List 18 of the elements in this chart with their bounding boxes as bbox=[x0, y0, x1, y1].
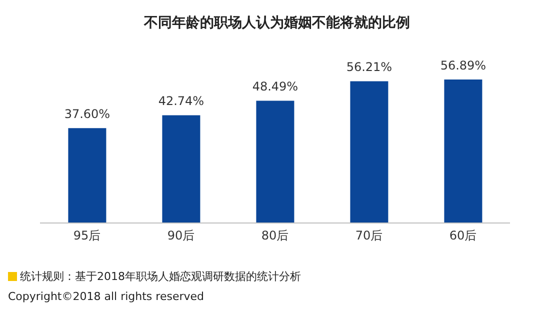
data-label: 56.89% bbox=[440, 58, 486, 73]
data-label: 37.60% bbox=[64, 107, 110, 122]
chart-title: 不同年龄的职场人认为婚姻不能将就的比例 bbox=[142, 14, 411, 33]
x-tick-label: 60后 bbox=[449, 228, 477, 243]
x-tick-label: 95后 bbox=[73, 228, 101, 243]
bar bbox=[162, 115, 200, 223]
data-label: 42.74% bbox=[158, 94, 204, 108]
x-tick-label: 90后 bbox=[167, 228, 195, 243]
text: Copyright©2018 all rights reserved bbox=[8, 290, 204, 302]
bar bbox=[256, 100, 294, 223]
data-label: 48.49% bbox=[252, 80, 298, 94]
bar bbox=[350, 81, 388, 223]
x-tick-label: 80后 bbox=[261, 228, 289, 243]
data-label: 56.21% bbox=[346, 60, 392, 74]
x-tick-label: 70后 bbox=[355, 228, 383, 243]
bar bbox=[68, 128, 106, 223]
bar bbox=[444, 80, 482, 223]
text: 统计规则：基于2018年职场人婚恋观调研数据的统计分析 bbox=[20, 268, 301, 284]
